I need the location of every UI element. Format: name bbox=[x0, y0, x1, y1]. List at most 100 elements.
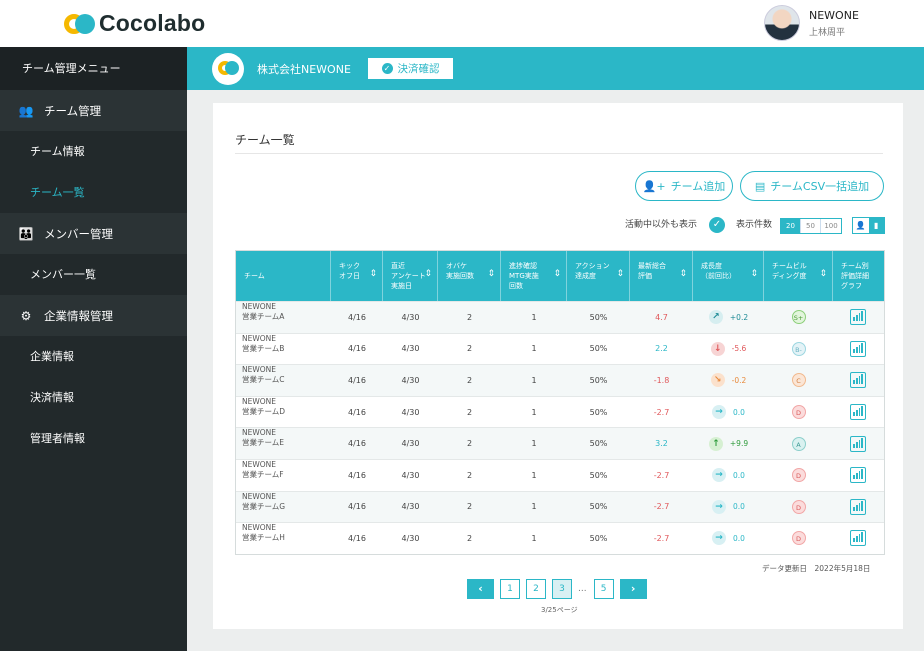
bar-chart-icon[interactable] bbox=[850, 467, 866, 484]
bar-chart-icon[interactable] bbox=[850, 404, 866, 421]
bar-chart-icon[interactable] bbox=[850, 498, 866, 515]
cell-growth: ↘ -0.2 bbox=[693, 365, 764, 396]
sort-icon[interactable]: ⇕ bbox=[750, 269, 758, 279]
team-company: NEWONE bbox=[242, 302, 277, 311]
bar-chart-icon[interactable] bbox=[850, 309, 866, 326]
cell-score: -2.7 bbox=[653, 470, 670, 480]
sidebar-item-member-list[interactable]: メンバー一覧 bbox=[30, 268, 96, 281]
team-company: NEWONE bbox=[242, 396, 277, 406]
view-toggle[interactable]: 👤 ▮ bbox=[852, 217, 885, 234]
show-inactive-toggle[interactable]: ✓ bbox=[709, 217, 725, 233]
page-button[interactable]: 1 bbox=[500, 579, 520, 599]
team-name[interactable]: 営業チームF bbox=[242, 469, 284, 479]
bar-chart-icon[interactable] bbox=[850, 372, 866, 389]
cell-growth: ↓ -5.6 bbox=[693, 334, 764, 365]
sort-icon[interactable]: ⇕ bbox=[487, 269, 495, 279]
column-header-score[interactable]: 最新総合 評価 ⇕ bbox=[630, 251, 693, 301]
cell-team: NEWONE 営業チームB bbox=[236, 334, 331, 365]
prev-page-button[interactable]: ‹ bbox=[467, 579, 494, 599]
avatar[interactable] bbox=[764, 5, 800, 41]
cell-graph bbox=[833, 365, 883, 396]
bar-chart-icon[interactable] bbox=[850, 530, 866, 547]
column-header-growth[interactable]: 成長度 （前回比） ⇕ bbox=[693, 251, 764, 301]
cell-mtg: 1 bbox=[531, 502, 537, 512]
team-name[interactable]: 営業チームC bbox=[242, 375, 285, 385]
company-logo-icon bbox=[212, 53, 244, 85]
grade-badge: A bbox=[791, 436, 806, 451]
sidebar-item-team-info[interactable]: チーム情報 bbox=[30, 145, 85, 158]
team-name[interactable]: 営業チームB bbox=[242, 343, 285, 353]
cell-grade: A bbox=[764, 428, 833, 459]
table-row[interactable]: NEWONE 営業チームH 4/16 4/30 2 1 50% -2.7 → 0.0 D bbox=[236, 522, 884, 554]
sidebar-item-payment-info[interactable]: 決済情報 bbox=[30, 391, 74, 404]
cell-team: NEWONE 営業チームG bbox=[236, 492, 331, 523]
cell-score: 3.2 bbox=[655, 439, 668, 449]
per-page-option[interactable]: 20 bbox=[781, 219, 801, 233]
page-button[interactable]: 2 bbox=[526, 579, 546, 599]
column-header-mtg[interactable]: 進捗確認 MTG実施 回数 ⇕ bbox=[501, 251, 567, 301]
grade-badge: S+ bbox=[791, 310, 806, 325]
column-header-label: 直近 アンケート 実施日 bbox=[391, 262, 426, 290]
table-row[interactable]: NEWONE 営業チームG 4/16 4/30 2 1 50% -2.7 → 0.0 D bbox=[236, 490, 884, 523]
sort-icon[interactable]: ⇕ bbox=[553, 269, 561, 279]
sidebar-section-company[interactable]: ⚙ 企業情報管理 bbox=[0, 295, 187, 336]
bar-chart-icon[interactable] bbox=[850, 435, 866, 452]
next-page-button[interactable]: › bbox=[619, 579, 647, 599]
company-bar: 株式会社NEWONE ✓ 決済確認 bbox=[187, 47, 924, 90]
table-row[interactable]: NEWONE 営業チームA 4/16 4/30 2 1 50% 4.7 ↗ +0.2 S+ bbox=[236, 301, 884, 333]
cell-survey: 4/30 bbox=[401, 439, 420, 449]
sidebar-section-members[interactable]: 👪 メンバー管理 bbox=[0, 213, 187, 254]
sidebar-item-team-list[interactable]: チーム一覧 bbox=[30, 186, 85, 199]
add-team-button[interactable]: 👤+ チーム追加 bbox=[635, 171, 733, 201]
show-inactive-label: 活動中以外も表示 bbox=[625, 220, 698, 230]
main-area: 株式会社NEWONE ✓ 決済確認 チーム一覧 👤+ チーム追加 ▤ チームCS… bbox=[187, 47, 924, 651]
team-company: NEWONE bbox=[242, 365, 277, 375]
column-header-kickoff[interactable]: キック オフ日 ⇕ bbox=[331, 251, 383, 301]
sidebar-section-team[interactable]: 👥 チーム管理 bbox=[0, 90, 187, 131]
per-page-selector[interactable]: 20 50 100 bbox=[780, 218, 842, 234]
cell-kickoff: 4/16 bbox=[348, 375, 366, 385]
cell-kickoff: 4/16 bbox=[348, 533, 366, 543]
table-row[interactable]: NEWONE 営業チームC 4/16 4/30 2 1 50% -1.8 ↘ -0.2 C bbox=[236, 364, 884, 396]
per-page-option[interactable]: 50 bbox=[801, 219, 821, 233]
table-row[interactable]: NEWONE 営業チームB 4/16 4/30 2 1 50% 2.2 ↓ -5.6 B- bbox=[236, 332, 884, 365]
column-header-action[interactable]: アクション 達成度 ⇕ bbox=[567, 251, 630, 301]
column-header-obake[interactable]: オバケ 実施回数 ⇕ bbox=[438, 251, 501, 301]
sidebar-item-company-info[interactable]: 企業情報 bbox=[30, 350, 74, 363]
page-button[interactable]: 5 bbox=[593, 579, 614, 599]
sort-icon[interactable]: ⇕ bbox=[679, 269, 687, 279]
sort-icon[interactable]: ⇕ bbox=[369, 269, 377, 279]
team-name[interactable]: 営業チームH bbox=[242, 533, 285, 543]
sidebar-section-label: メンバー管理 bbox=[44, 226, 113, 241]
cell-survey: 4/30 bbox=[401, 344, 420, 354]
per-page-option[interactable]: 100 bbox=[821, 219, 841, 233]
sort-icon[interactable]: ⇕ bbox=[424, 269, 432, 279]
team-table: チーム キック オフ日 ⇕ 直近 アンケート 実施日 ⇕ オバケ 実施回数 ⇕ 進捗確認 MT… bbox=[235, 250, 885, 555]
column-header-grade[interactable]: チームビル ディング度 ⇕ bbox=[764, 251, 833, 301]
team-name[interactable]: 営業チームA bbox=[242, 312, 285, 321]
csv-add-button[interactable]: ▤ チームCSV一括追加 bbox=[740, 171, 884, 201]
graph-view-icon[interactable]: ▮ bbox=[868, 218, 884, 233]
payment-confirm-button[interactable]: ✓ 決済確認 bbox=[367, 57, 454, 80]
sidebar-item-admin-info[interactable]: 管理者情報 bbox=[30, 432, 85, 445]
table-row[interactable]: NEWONE 営業チームF 4/16 4/30 2 1 50% -2.7 → 0.0 D bbox=[236, 458, 884, 491]
sort-icon[interactable]: ⇕ bbox=[616, 269, 624, 279]
bar-chart-icon[interactable] bbox=[850, 340, 866, 357]
sort-icon[interactable]: ⇕ bbox=[819, 269, 827, 279]
team-name[interactable]: 営業チームG bbox=[242, 501, 286, 511]
cell-kickoff: 4/16 bbox=[348, 439, 366, 449]
column-header-team[interactable]: チーム bbox=[236, 251, 331, 301]
cell-team: NEWONE 営業チームC bbox=[236, 365, 331, 396]
cell-action: 50% bbox=[589, 439, 608, 449]
app-logo[interactable]: Cocolabo bbox=[64, 10, 205, 37]
table-row[interactable]: NEWONE 営業チームE 4/16 4/30 2 1 50% 3.2 ↑ +9.9 A bbox=[236, 427, 884, 459]
member-view-icon[interactable]: 👤 bbox=[855, 221, 866, 230]
team-name[interactable]: 営業チームE bbox=[242, 438, 285, 448]
add-team-label: チーム追加 bbox=[670, 180, 726, 193]
table-row[interactable]: NEWONE 営業チームD 4/16 4/30 2 1 50% -2.7 → 0.0 D bbox=[236, 395, 884, 428]
page-button-current[interactable]: 3 bbox=[552, 579, 572, 599]
column-header-graph[interactable]: チーム別 評価詳細 グラフ bbox=[833, 251, 883, 301]
column-header-survey[interactable]: 直近 アンケート 実施日 ⇕ bbox=[383, 251, 438, 301]
user-menu[interactable]: NEWONE 上林周平 bbox=[764, 5, 859, 41]
team-name[interactable]: 営業チームD bbox=[242, 406, 286, 416]
